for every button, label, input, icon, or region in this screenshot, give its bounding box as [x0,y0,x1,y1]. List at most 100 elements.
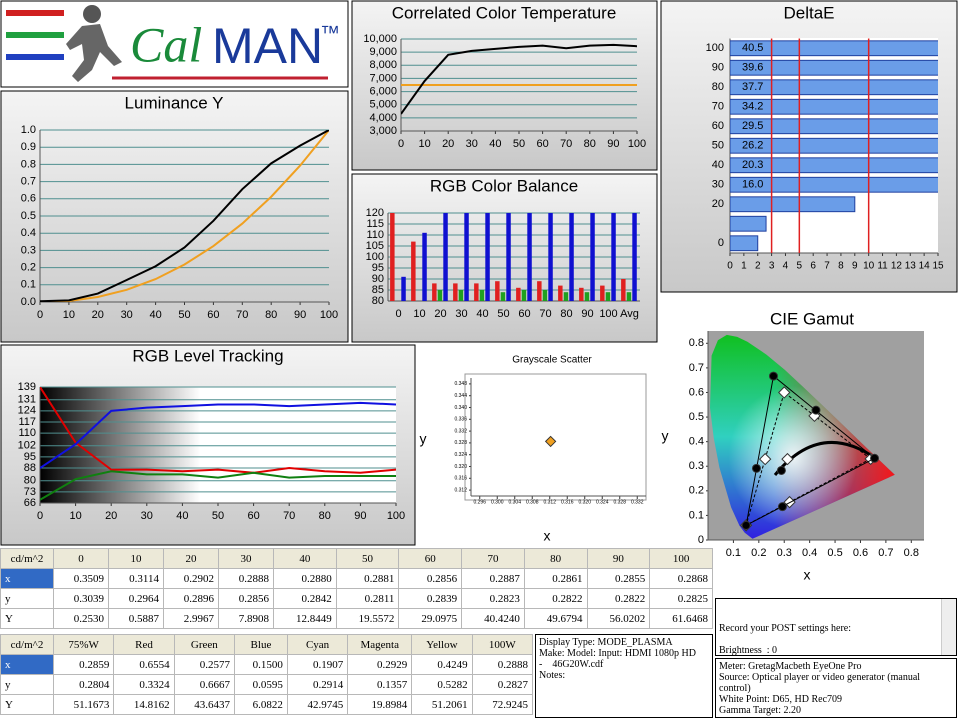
y-tick-label: 120 [366,207,384,219]
y-tick-label: 6,000 [369,85,397,97]
y-tick-label: 30 [712,179,724,191]
x-tick-label: 20 [92,309,104,321]
y-tick-label: 90 [372,273,384,285]
y-tick-label: 7,000 [369,72,397,84]
point [768,371,778,381]
point [776,465,786,475]
display-info: Display Type: MODE_PLASMA Make: Model: In… [535,634,713,718]
cell: 0.2842 [273,588,337,609]
y-tick-label: 0.4 [21,227,36,239]
y-tick-label: 100 [706,42,724,54]
x-tick-label: 20 [442,138,454,150]
row: Y 0.2530 0.5887 2.9967 7.8908 12.8449 19.5572 2… [0,608,713,629]
gamut-triangle [745,375,876,527]
data-label: 26.2 [742,140,763,152]
cell: 0.2811 [335,588,400,609]
y-tick-label: 0.8 [21,158,36,170]
chart-title: CIE Gamut [770,309,854,328]
cell: 72.9245 [471,694,534,715]
bar [730,59,938,76]
bar [458,290,464,301]
y-tick-label: 85 [372,284,384,296]
cell: 0.1907 [286,654,349,675]
point [741,520,751,530]
x-tick-label: 0 [395,308,401,320]
bar [730,157,938,174]
logo-tm: ™ [320,22,340,44]
bar [443,213,448,301]
chart-title: Grayscale Scatter [512,355,592,366]
bar [479,290,485,301]
bar [437,290,443,301]
x-tick-label: 5 [797,261,803,272]
chart-title: RGB Color Balance [430,176,578,195]
x-tick-label: 10 [863,261,875,272]
text-line: White Point: D65, HD Rec709 [719,694,843,705]
text-line: Display Type: MODE_PLASMA [539,637,673,648]
point [777,502,787,512]
data-label: 37.7 [742,81,763,93]
row: Y 51.1673 14.8162 43.6437 6.0822 42.9745 19.89… [0,694,534,715]
x-tick-label: 0.332 [631,499,644,505]
y-tick-label: 0.5 [689,411,704,423]
bar [521,290,527,301]
notes-box[interactable]: Record your POST settings here: Brightnes… [715,598,957,656]
x-tick-label: 70 [283,510,295,522]
cell: 61.6468 [649,608,713,629]
x-tick-label: 30 [466,138,478,150]
cell: 0.5887 [108,608,164,629]
x-tick-label: 0.3 [777,547,792,559]
header-cell: 50 [335,548,400,569]
spectral-locus [710,334,895,539]
y-tick-label: 95 [24,451,36,463]
y-tick-label: 0.2 [689,485,704,497]
y-tick-label: 0.0 [21,296,36,308]
bar [632,213,637,301]
cell: 56.0202 [586,608,651,629]
x-tick-label: 0.296 [473,499,486,505]
y-tick-label: 117 [18,416,36,428]
cell: 0.2822 [586,588,651,609]
x-tick-label: 30 [455,308,467,320]
cell: 0.2804 [52,674,115,695]
series-line [40,130,329,302]
data-label: 39.6 [742,62,763,74]
x-tick-label: 10 [63,309,75,321]
x-tick-label: 0.8 [904,547,919,559]
header-cell: Magenta [347,634,413,655]
y-tick-label: 0.344 [454,393,467,399]
bar [600,285,605,301]
bar [464,213,469,301]
header-cell: Red [113,634,175,655]
y-tick-label: 9,000 [369,46,397,58]
y-tick-label: 0.324 [454,452,467,458]
text-line: - 46G20W.cdf [539,659,604,670]
header-row: cd/m^2 75%W Red Green Blue Cyan Magenta Yellow 1… [0,634,534,655]
cell: 0.2902 [163,568,219,589]
cell: 0.1357 [347,674,413,695]
bar [611,213,616,301]
scrollbar[interactable] [941,599,956,655]
header-cell: 100W [471,634,534,655]
chart-title: Correlated Color Temperature [392,3,617,22]
x-tick-label: 15 [932,261,944,272]
bar [605,292,611,301]
cell: 0.2914 [286,674,349,695]
x-tick-label: 80 [319,510,331,522]
bar [730,79,938,96]
y-tick-label: 5,000 [369,99,397,111]
bar [730,176,938,193]
x-tick-label: 0.5 [827,547,842,559]
bar [558,285,563,301]
x-tick-label: 80 [560,308,572,320]
data-table: cd/m^2 75%W Red Green Blue Cyan Magenta Yellow 1… [0,634,534,715]
cell: 12.8449 [273,608,337,629]
y-tick-label: 0.4 [689,436,704,448]
x-tick-label: 11 [877,261,888,272]
cell: 19.8984 [347,694,413,715]
x-tick-label: 60 [207,309,219,321]
bar [730,235,759,252]
cell: 0.0595 [233,674,288,695]
x-tick-label: 30 [141,510,153,522]
